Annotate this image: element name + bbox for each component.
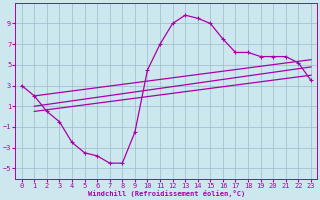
X-axis label: Windchill (Refroidissement éolien,°C): Windchill (Refroidissement éolien,°C) — [88, 190, 245, 197]
